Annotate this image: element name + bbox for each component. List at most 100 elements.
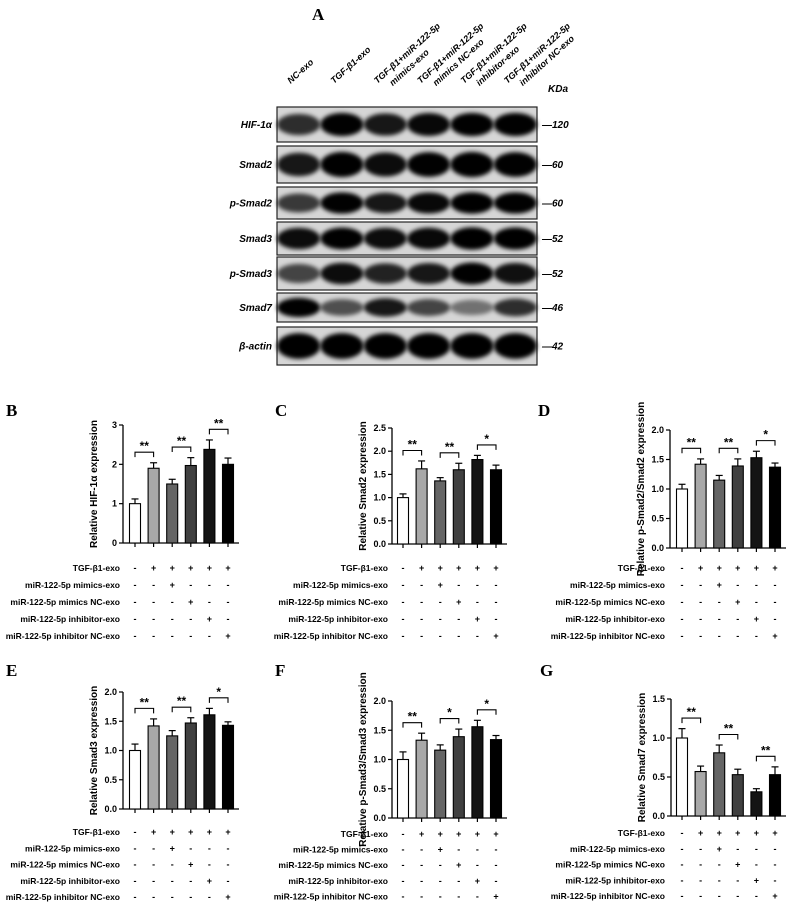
condition-sign: - — [420, 860, 423, 870]
significance-bracket — [439, 452, 460, 458]
condition-sign: - — [718, 860, 721, 870]
y-axis-label: Relative p-Smad2/Smad2 expression — [636, 402, 647, 577]
condition-sign: + — [188, 597, 193, 607]
condition-sign: - — [189, 892, 192, 902]
y-tick-label: 2 — [112, 459, 117, 469]
y-tick-label: 0 — [112, 538, 117, 548]
protein-band — [363, 227, 408, 250]
condition-sign: - — [699, 631, 702, 641]
condition-sign: - — [134, 597, 137, 607]
significance-bracket — [439, 718, 460, 724]
chart-panel-f: F 0.0 0.5 1.0 1.5 2.0 Relative p-Smad3/Smad3 e… — [274, 661, 507, 901]
protein-band — [407, 333, 451, 359]
condition-sign: + — [475, 563, 480, 573]
condition-sign: - — [755, 597, 758, 607]
bar — [694, 463, 707, 549]
protein-label: p-Smad3 — [229, 269, 273, 280]
condition-label: TGF-β1-exo — [618, 828, 665, 838]
condition-sign: + — [456, 597, 461, 607]
condition-label: miR-122-5p inhibitor-exo — [565, 875, 665, 885]
protein-band — [493, 112, 537, 137]
y-tick-label: 1.0 — [652, 733, 665, 743]
condition-sign: - — [755, 580, 758, 590]
condition-sign: - — [699, 875, 702, 885]
kda-marker: —60 — [541, 199, 564, 210]
y-tick-label: 1.5 — [651, 455, 664, 465]
y-tick-label: 1.5 — [652, 694, 665, 704]
blot-row: Smad3 —52 — [239, 221, 564, 256]
kda-marker: —46 — [541, 303, 564, 314]
condition-sign: + — [754, 875, 759, 885]
condition-sign: - — [681, 580, 684, 590]
condition-sign: + — [735, 860, 740, 870]
protein-label: HIF-1α — [241, 120, 273, 131]
bar — [452, 736, 465, 819]
y-tick-label: 1.0 — [373, 493, 386, 503]
bar — [128, 749, 142, 810]
panel-letter: D — [538, 401, 550, 420]
panel-letter-a: A — [312, 5, 325, 24]
y-tick-label: 1.0 — [651, 484, 664, 494]
protein-band — [363, 333, 408, 359]
y-tick-label: 0.0 — [104, 804, 117, 814]
significance-stars: * — [447, 706, 452, 720]
condition-sign: + — [735, 597, 740, 607]
condition-sign: - — [420, 876, 423, 886]
bar — [434, 480, 447, 545]
blot-row: p-Smad3 —52 — [229, 256, 564, 291]
condition-sign: + — [170, 580, 175, 590]
y-tick-label: 2.5 — [373, 423, 386, 433]
condition-sign: - — [402, 876, 405, 886]
condition-label: miR-122-5p inhibitor-exo — [288, 876, 388, 886]
condition-sign: - — [171, 892, 174, 902]
condition-sign: - — [774, 614, 777, 624]
protein-band — [320, 299, 364, 316]
condition-sign: - — [439, 876, 442, 886]
significance-stars: * — [216, 685, 221, 699]
condition-sign: - — [171, 614, 174, 624]
condition-sign: - — [189, 631, 192, 641]
significance-bracket — [681, 447, 702, 454]
condition-sign: - — [402, 580, 405, 590]
condition-sign: + — [717, 563, 722, 573]
condition-label: miR-122-5p inhibitor NC-exo — [274, 631, 388, 641]
condition-label: TGF-β1-exo — [341, 563, 388, 573]
condition-sign: - — [699, 860, 702, 870]
condition-label: miR-122-5p mimics-exo — [293, 580, 388, 590]
bar — [203, 714, 216, 810]
condition-sign: - — [457, 876, 460, 886]
protein-band — [493, 333, 537, 359]
bar — [750, 457, 763, 549]
condition-sign: + — [225, 631, 230, 641]
protein-band — [407, 192, 451, 214]
condition-sign: + — [698, 563, 703, 573]
protein-band — [450, 262, 494, 285]
protein-band — [407, 227, 451, 250]
condition-sign: + — [493, 631, 498, 641]
blot-row: Smad2 —60 — [239, 145, 564, 184]
condition-sign: - — [227, 580, 230, 590]
y-tick-label: 1.0 — [104, 746, 117, 756]
condition-label: miR-122-5p inhibitor-exo — [288, 614, 388, 624]
significance-stars: ** — [140, 439, 150, 453]
protein-band — [320, 192, 364, 214]
chart-panel-b: B 0 1 2 3 Relative HIF-1α expression ** ** ** TGF… — [6, 401, 239, 641]
condition-sign: - — [681, 891, 684, 901]
condition-sign: - — [439, 597, 442, 607]
bar — [128, 503, 142, 544]
condition-sign: + — [456, 563, 461, 573]
kda-marker: —52 — [541, 269, 564, 280]
condition-sign: - — [227, 860, 230, 870]
condition-sign: - — [774, 580, 777, 590]
bar — [489, 469, 503, 545]
condition-label: miR-122-5p mimics-exo — [25, 843, 120, 853]
condition-sign: + — [188, 563, 193, 573]
condition-sign: - — [495, 597, 498, 607]
condition-sign: - — [476, 580, 479, 590]
bar — [184, 722, 197, 810]
significance-stars: ** — [724, 435, 734, 449]
condition-sign: + — [151, 827, 156, 837]
protein-label: β-actin — [238, 342, 272, 353]
lane-label: NC-exo — [285, 57, 315, 86]
bar — [396, 758, 410, 819]
